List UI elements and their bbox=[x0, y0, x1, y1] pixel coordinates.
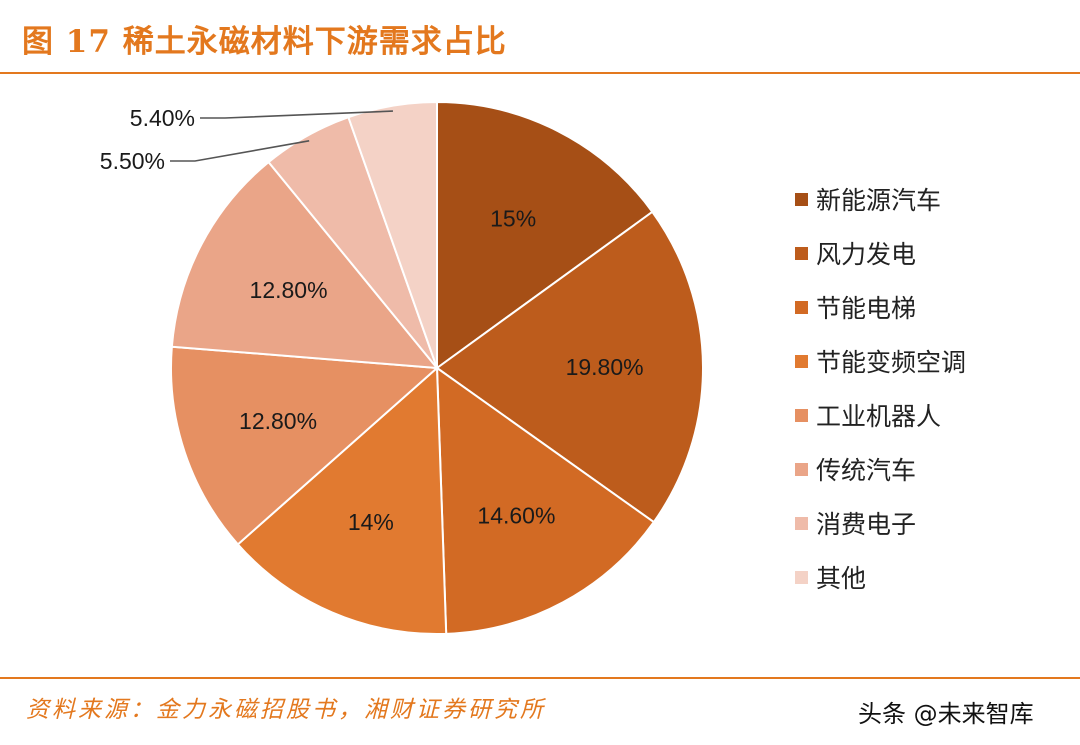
legend-swatch bbox=[795, 300, 808, 314]
leader-line bbox=[200, 110, 393, 119]
slice-label: 12.80% bbox=[239, 408, 317, 434]
chart-legend: 新能源汽车风力发电节能电梯节能变频空调 工业机器人传统汽车消费电子其他 bbox=[795, 172, 966, 604]
legend-item: 新能源汽车 bbox=[795, 172, 966, 226]
legend-label: 工业机器人 bbox=[816, 402, 942, 431]
legend-item: 其他 bbox=[795, 550, 966, 604]
slice-label: 15% bbox=[490, 206, 536, 232]
chart-title: 图 17 稀土永磁材料下游需求占比 bbox=[22, 24, 507, 60]
pie-slice bbox=[435, 366, 656, 635]
pie-slice bbox=[347, 100, 438, 369]
slice-label: 5.40% bbox=[130, 105, 195, 131]
slice-label: 14.60% bbox=[477, 503, 555, 529]
slice-label: 14% bbox=[348, 509, 394, 535]
pie-slice bbox=[436, 100, 654, 370]
watermark-text: 头条 @未来智库 bbox=[858, 700, 1034, 728]
legend-swatch bbox=[795, 516, 808, 530]
leader-line bbox=[170, 140, 310, 162]
legend-item: 风力发电 bbox=[795, 226, 966, 280]
title-divider bbox=[0, 72, 1080, 74]
legend-swatch bbox=[795, 462, 808, 476]
legend-label: 新能源汽车 bbox=[816, 186, 942, 215]
pie-slice bbox=[170, 160, 440, 370]
legend-label: 其他 bbox=[816, 564, 867, 593]
legend-swatch bbox=[795, 246, 808, 260]
watermark: 头条 @未来智库 bbox=[858, 694, 1034, 729]
pie-slice bbox=[435, 210, 704, 524]
legend-swatch bbox=[795, 192, 808, 206]
legend-label: 消费电子 bbox=[816, 510, 917, 539]
legend-label: 传统汽车 bbox=[816, 456, 917, 485]
slice-label: 19.80% bbox=[566, 354, 644, 380]
legend-label: 风力发电 bbox=[816, 240, 917, 269]
pie-slice bbox=[236, 365, 448, 635]
source-note: 资料来源：金力永磁招股书，湘财证券研究所 bbox=[26, 697, 546, 723]
legend-item: 节能电梯 bbox=[795, 280, 966, 334]
legend-label: 节能变频空调 bbox=[816, 348, 967, 377]
legend-swatch bbox=[795, 408, 808, 422]
pie-slice bbox=[170, 345, 440, 546]
legend-swatch bbox=[795, 570, 808, 584]
legend-label: 节能电梯 bbox=[816, 294, 917, 323]
legend-swatch bbox=[795, 354, 808, 368]
legend-item: 消费电子 bbox=[795, 496, 966, 550]
legend-item: 节能变频空调 bbox=[795, 334, 966, 388]
legend-item: 传统汽车 bbox=[795, 442, 966, 496]
legend-item: 工业机器人 bbox=[795, 388, 966, 442]
slice-label: 12.80% bbox=[250, 277, 328, 303]
slice-label: 5.50% bbox=[100, 148, 165, 174]
source-divider bbox=[0, 677, 1080, 679]
